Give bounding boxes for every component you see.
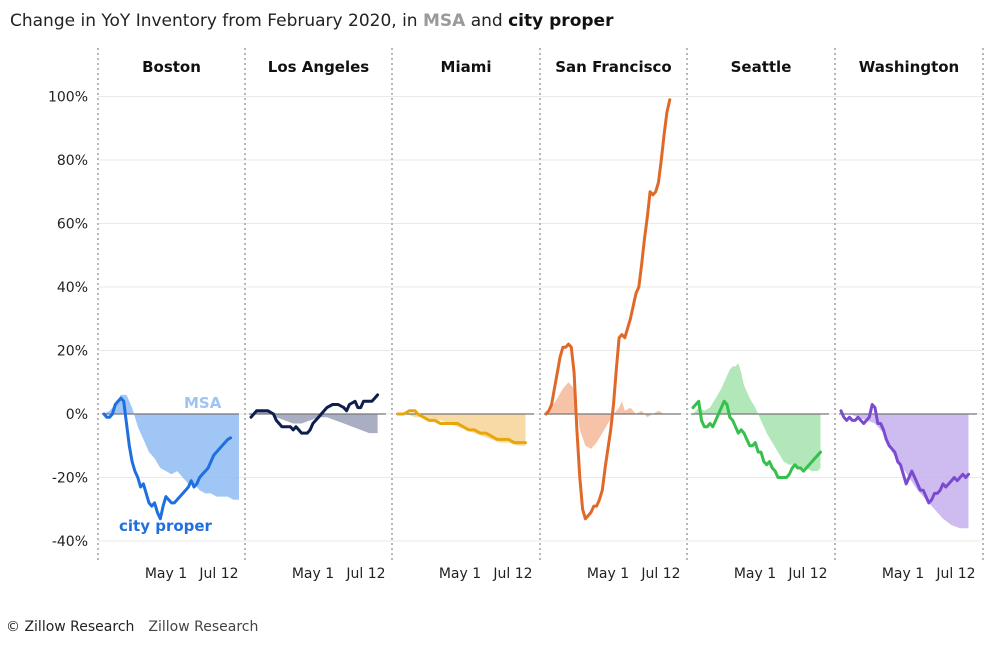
city-proper-line — [249, 393, 380, 435]
y-tick-label: 20% — [57, 344, 88, 360]
panel-title: San Francisco — [555, 58, 671, 76]
city-proper-line — [396, 409, 527, 445]
x-tick-label: May 1 — [439, 566, 481, 582]
y-axis: 100% 80% 60% 40% 20% 0% -20% -40% — [48, 90, 88, 551]
panel-seattle: Seattle May 1 Jul 12 — [691, 58, 829, 582]
y-tick-label: 60% — [57, 217, 88, 233]
msa-area — [546, 382, 673, 449]
x-tick-label: Jul 12 — [198, 566, 238, 582]
title-middle: and — [465, 11, 508, 31]
city-proper-line — [544, 98, 672, 521]
panel-miami: Miami May 1 Jul 12 — [396, 58, 534, 582]
x-tick-label: May 1 — [145, 566, 187, 582]
panel-title: Boston — [142, 58, 201, 76]
footer-source: Zillow Research — [148, 619, 259, 635]
y-tick-label: 0% — [66, 407, 88, 423]
panel-san-francisco: San Francisco May 1 Jul 12 — [544, 58, 681, 582]
title-msa: MSA — [423, 11, 466, 31]
panel-los-angeles: Los Angeles May 1 Jul 12 — [249, 58, 386, 582]
chart-title: Change in YoY Inventory from February 20… — [10, 11, 614, 31]
x-tick-label: Jul 12 — [345, 566, 385, 582]
msa-area — [398, 414, 526, 446]
msa-area — [841, 414, 969, 529]
x-tick-label: May 1 — [882, 566, 924, 582]
y-tick-label: -20% — [52, 471, 88, 487]
panel-title: Seattle — [731, 58, 792, 76]
x-tick-label: Jul 12 — [640, 566, 680, 582]
city-proper-line — [102, 396, 233, 521]
y-tick-label: -40% — [52, 534, 88, 550]
panel-title: Washington — [859, 58, 959, 76]
y-tick-label: 100% — [48, 90, 88, 106]
x-tick-label: May 1 — [292, 566, 334, 582]
msa-area — [693, 363, 821, 472]
city-proper-line — [691, 399, 822, 479]
panel-washington: Washington May 1 Jul 12 — [839, 58, 977, 582]
panel-title: Miami — [441, 58, 492, 76]
panel-separators — [97, 48, 984, 560]
x-tick-label: Jul 12 — [492, 566, 532, 582]
panel-title: Los Angeles — [268, 58, 370, 76]
y-tick-label: 80% — [57, 153, 88, 169]
y-tick-label: 40% — [57, 280, 88, 296]
title-prefix: Change in YoY Inventory from February 20… — [10, 11, 423, 31]
x-tick-label: Jul 12 — [787, 566, 827, 582]
title-city: city proper — [508, 11, 614, 31]
msa-area — [104, 394, 239, 500]
footer: © Zillow Research Zillow Research — [6, 619, 258, 635]
panel-boston: Boston May 1 Jul 12 — [102, 58, 239, 582]
x-tick-label: Jul 12 — [935, 566, 975, 582]
footer-copyright: © Zillow Research — [6, 619, 135, 635]
city-proper-line — [839, 403, 970, 505]
annotation-city-proper: city proper — [119, 517, 213, 535]
x-tick-label: May 1 — [587, 566, 629, 582]
x-tick-label: May 1 — [734, 566, 776, 582]
msa-area — [251, 410, 378, 434]
annotation-msa: MSA — [184, 394, 222, 412]
